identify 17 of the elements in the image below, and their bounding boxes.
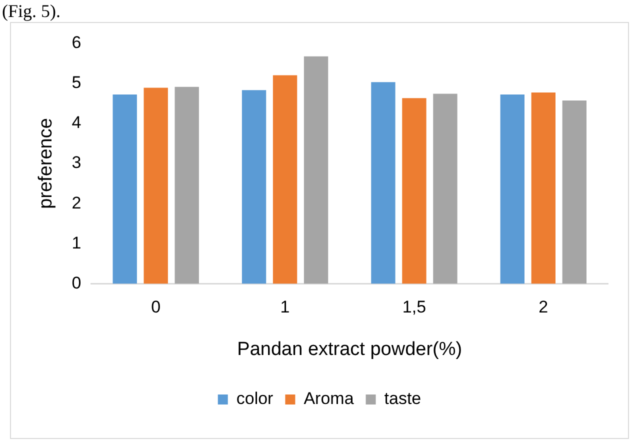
x-axis-title: Pandan extract powder(%)	[237, 338, 462, 360]
legend-label: Aroma	[304, 389, 354, 408]
y-tick-label: 3	[72, 153, 82, 172]
y-tick-label: 0	[72, 273, 82, 292]
x-tick-label: 1	[280, 298, 290, 317]
y-tick-label: 2	[72, 193, 82, 212]
x-tick-label: 2	[538, 298, 548, 317]
x-tick-label: 1,5	[402, 298, 426, 317]
y-axis-title: preference	[36, 118, 57, 209]
x-tick-label: 0	[151, 298, 161, 317]
y-tick-label: 5	[72, 72, 82, 92]
text: (Fig. 5).	[2, 1, 60, 21]
y-tick-label: 1	[72, 233, 82, 252]
legend-label: taste	[384, 389, 422, 408]
y-tick-label: 4	[72, 113, 82, 132]
y-tick-label: 6	[72, 32, 82, 52]
legend-label: color	[236, 389, 274, 408]
